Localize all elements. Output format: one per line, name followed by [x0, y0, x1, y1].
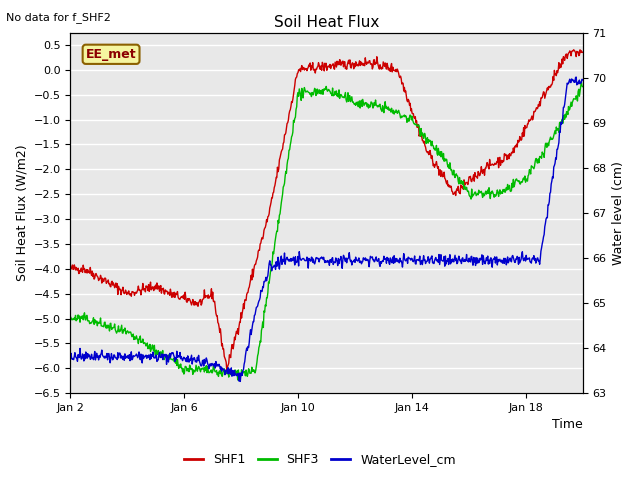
X-axis label: Time: Time — [552, 419, 582, 432]
WaterLevel_cm — [378, 259, 386, 264]
SHF3 — [508, 180, 516, 186]
SHF3 — [98, 323, 106, 329]
WaterLevel_cm — [236, 379, 244, 384]
WaterLevel_cm — [98, 347, 106, 353]
SHF1 — [98, 280, 106, 286]
Y-axis label: Water level (cm): Water level (cm) — [612, 161, 625, 265]
SHF3 — [378, 108, 386, 114]
SHF1 — [378, 64, 386, 70]
SHF1 — [570, 47, 577, 53]
Title: Soil Heat Flux: Soil Heat Flux — [274, 15, 379, 30]
WaterLevel_cm — [67, 355, 74, 360]
Y-axis label: Soil Heat Flux (W/m2): Soil Heat Flux (W/m2) — [15, 144, 28, 281]
WaterLevel_cm — [394, 259, 401, 264]
WaterLevel_cm — [508, 253, 516, 259]
Line: WaterLevel_cm: WaterLevel_cm — [70, 77, 582, 382]
SHF3 — [394, 110, 401, 116]
SHF1 — [456, 190, 463, 196]
Line: SHF1: SHF1 — [70, 50, 582, 371]
SHF3 — [67, 313, 74, 319]
Line: SHF3: SHF3 — [70, 82, 582, 380]
WaterLevel_cm — [456, 256, 463, 262]
SHF1 — [67, 264, 74, 270]
WaterLevel_cm — [365, 259, 372, 264]
SHF3 — [234, 377, 241, 383]
SHF1 — [508, 149, 516, 155]
SHF3 — [579, 84, 586, 89]
SHF1 — [365, 60, 372, 66]
WaterLevel_cm — [579, 77, 586, 83]
WaterLevel_cm — [572, 74, 580, 80]
SHF3 — [365, 105, 372, 111]
SHF1 — [579, 49, 586, 55]
SHF1 — [223, 368, 230, 373]
Legend: SHF1, SHF3, WaterLevel_cm: SHF1, SHF3, WaterLevel_cm — [179, 448, 461, 471]
SHF3 — [456, 175, 463, 180]
Text: EE_met: EE_met — [86, 48, 136, 61]
SHF1 — [394, 66, 401, 72]
SHF3 — [577, 79, 585, 85]
Text: No data for f_SHF2: No data for f_SHF2 — [6, 12, 111, 23]
